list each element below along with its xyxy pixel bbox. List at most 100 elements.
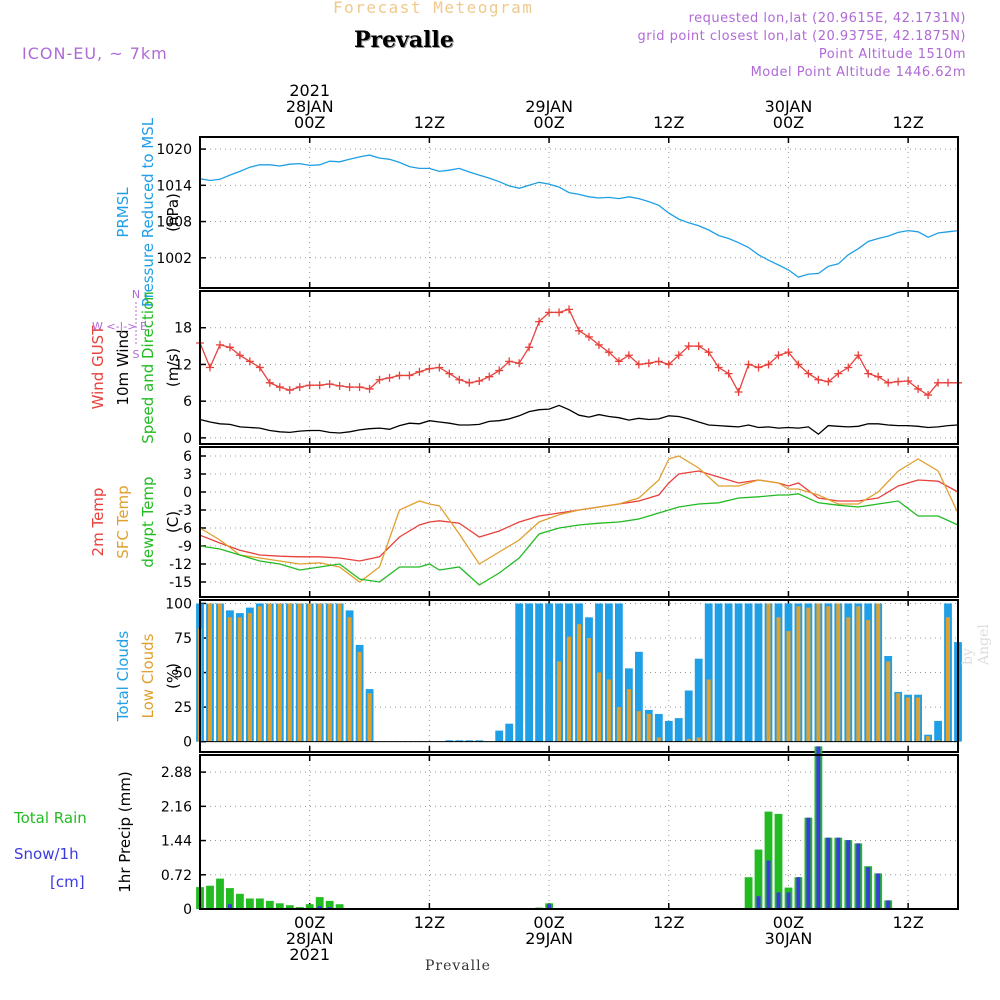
gust-marker — [395, 371, 403, 379]
data-bar — [906, 697, 910, 741]
y-axis-label: (C) — [164, 511, 182, 533]
gust-marker — [306, 381, 314, 389]
gust-marker — [296, 383, 304, 391]
gust-marker — [346, 383, 354, 391]
precip-legend-label: Total Rain — [13, 809, 87, 827]
data-bar — [886, 900, 890, 909]
gust-marker — [386, 374, 394, 382]
gust-marker — [256, 364, 264, 372]
gust-marker — [555, 308, 563, 316]
data-bar — [697, 738, 701, 742]
data-bar — [206, 886, 214, 909]
gust-marker — [745, 360, 753, 368]
data-bar — [946, 617, 950, 741]
meteogram-chart: 1002100810141020PRMSL Pressure Reduced to… — [0, 0, 1000, 1000]
bottom-time-label: 12Z — [892, 913, 923, 932]
data-bar — [655, 714, 663, 742]
data-bar — [926, 736, 930, 742]
y-tick-label: 1.44 — [161, 834, 192, 850]
data-bar — [505, 724, 513, 742]
data-bar — [278, 604, 282, 742]
precip-legend-label: Snow/1h — [14, 845, 79, 863]
data-bar — [846, 840, 850, 909]
gust-marker — [475, 377, 483, 385]
data-bar — [358, 652, 362, 742]
data-bar — [866, 867, 870, 909]
gust-marker — [266, 379, 274, 387]
series-line — [200, 155, 958, 277]
data-bar — [745, 877, 753, 909]
data-bar — [934, 721, 942, 742]
data-bar — [266, 901, 274, 909]
top-time-label: 12Z — [414, 113, 445, 132]
data-bar — [886, 662, 890, 742]
gust-marker — [884, 379, 892, 387]
gust-marker — [874, 373, 882, 381]
data-bar — [665, 721, 673, 742]
compass-north: N — [132, 288, 140, 301]
data-bar — [777, 892, 781, 909]
y-tick-label: 1014 — [156, 178, 192, 194]
gust-marker — [286, 386, 294, 394]
data-bar — [525, 604, 533, 742]
gust-marker — [206, 364, 214, 372]
y-tick-label: 1002 — [156, 251, 192, 267]
y-tick-label: 0 — [183, 431, 192, 447]
data-bar — [715, 604, 723, 742]
gust-marker — [435, 364, 443, 372]
y-axis-label: PRMSL — [114, 187, 132, 238]
data-bar — [597, 673, 601, 742]
data-bar — [836, 604, 840, 742]
gust-marker — [356, 383, 364, 391]
y-axis-label: Total Clouds — [114, 631, 132, 723]
gust-marker — [445, 370, 453, 378]
data-bar — [826, 838, 830, 909]
y-axis-label: Speed and Direction — [139, 291, 157, 444]
data-bar — [617, 707, 621, 742]
y-axis-label: Low Clouds — [139, 633, 157, 718]
compass-label: W <-|-> E — [92, 320, 147, 333]
y-tick-label: 0.72 — [161, 868, 192, 884]
data-bar — [866, 620, 870, 742]
gust-marker — [415, 368, 423, 376]
y-tick-label: 0 — [183, 485, 192, 501]
y-tick-label: 18 — [174, 321, 192, 337]
gust-marker — [405, 371, 413, 379]
y-tick-label: 2.16 — [161, 799, 192, 815]
gust-marker — [894, 378, 902, 386]
gust-marker — [216, 341, 224, 349]
data-bar — [627, 689, 631, 742]
top-time-label: 12Z — [653, 113, 684, 132]
data-bar — [755, 604, 763, 742]
y-tick-label: 0 — [183, 902, 192, 918]
gust-marker — [565, 305, 573, 313]
y-tick-label: -9 — [178, 539, 192, 555]
gust-marker — [725, 370, 733, 378]
gust-marker — [465, 379, 473, 387]
y-axis-label: 1hr Precip (mm) — [116, 771, 134, 892]
data-bar — [368, 693, 372, 741]
y-tick-label: 6 — [183, 394, 192, 410]
gust-marker — [944, 379, 952, 387]
y-tick-label: -15 — [169, 575, 192, 591]
gust-marker — [276, 383, 284, 391]
gust-marker — [705, 348, 713, 356]
gust-marker — [485, 373, 493, 381]
gust-marker — [336, 382, 344, 390]
data-bar — [348, 617, 352, 741]
data-bar — [806, 608, 810, 742]
top-time-label: 00Z — [533, 113, 564, 132]
data-bar — [685, 691, 693, 742]
y-tick-label: 2.88 — [161, 765, 192, 781]
data-bar — [216, 879, 224, 909]
data-bar — [545, 604, 553, 742]
y-tick-label: 6 — [183, 449, 192, 465]
data-bar — [647, 714, 651, 742]
data-bar — [787, 631, 791, 742]
y-axis-label: dewpt Temp — [139, 476, 157, 567]
gust-marker — [645, 359, 653, 367]
data-bar — [767, 861, 771, 910]
data-bar — [876, 604, 880, 742]
data-bar — [916, 697, 920, 741]
data-bar — [577, 624, 581, 742]
